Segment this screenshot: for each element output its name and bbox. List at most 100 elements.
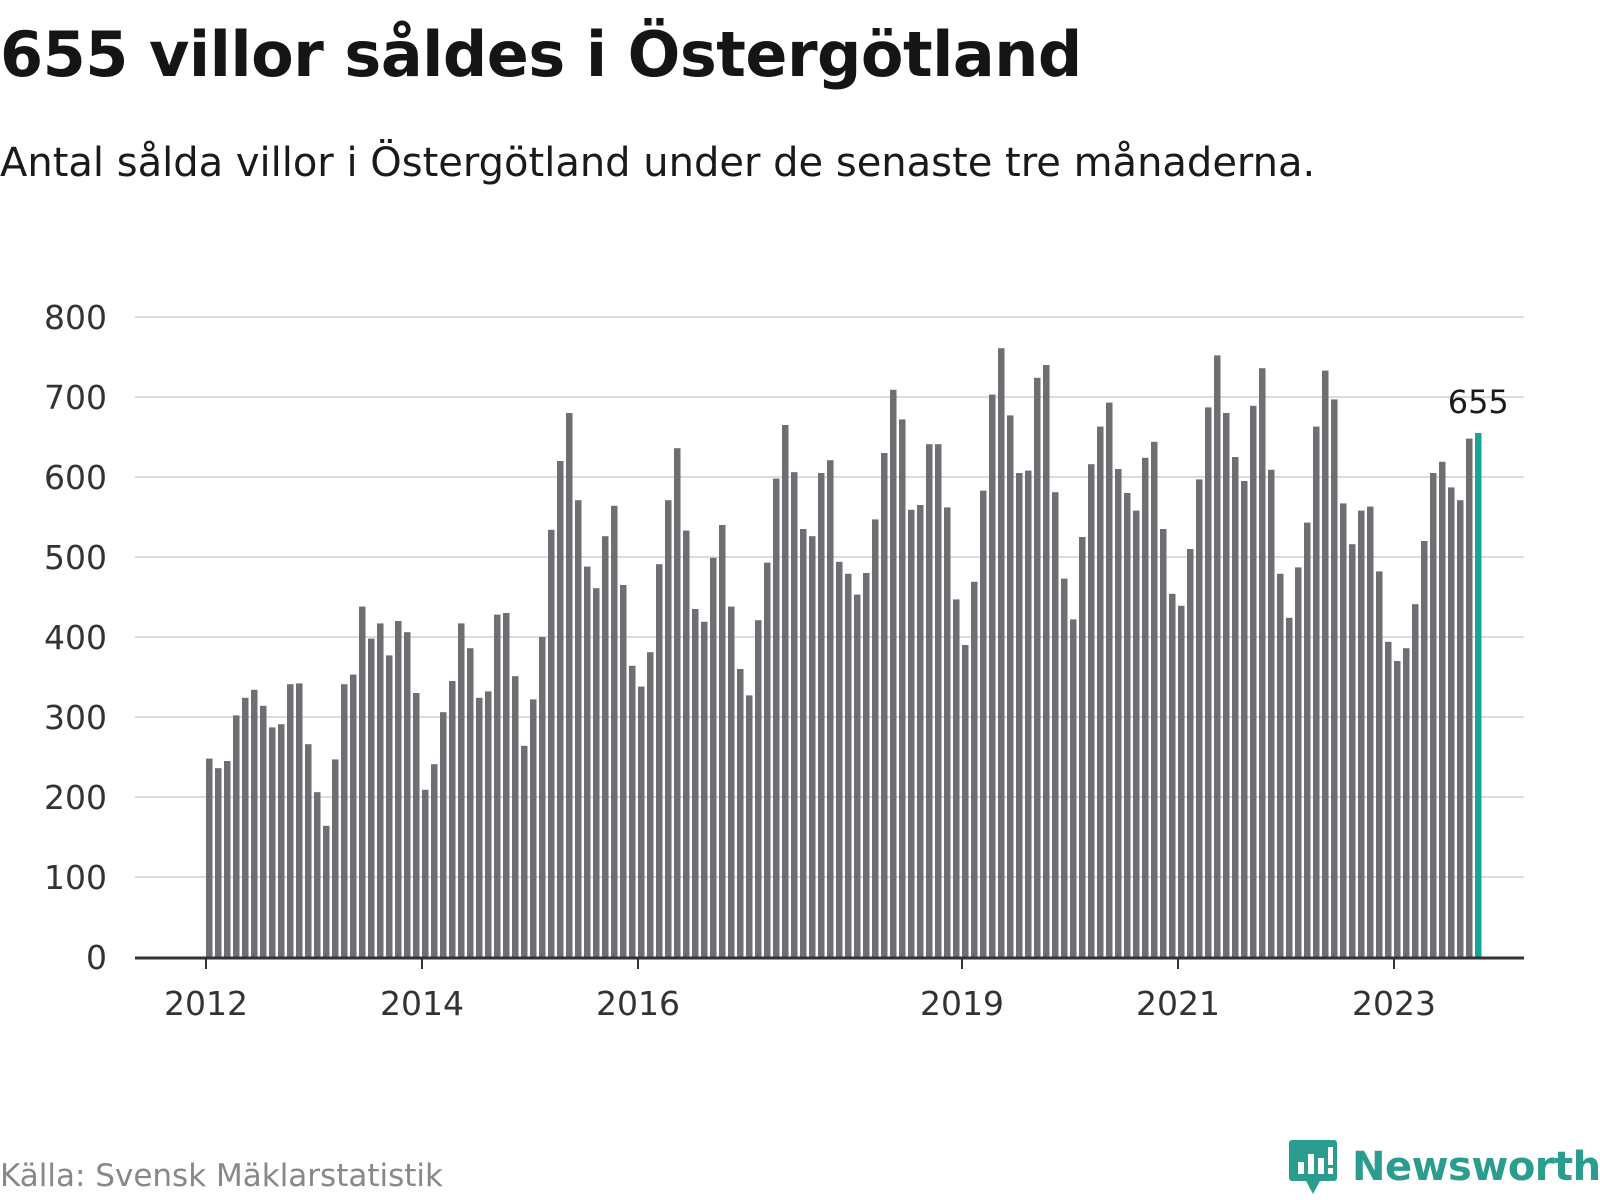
- bar: [1070, 619, 1077, 957]
- bar: [737, 669, 744, 957]
- y-tick-label: 700: [44, 378, 107, 417]
- bar: [1439, 461, 1446, 957]
- brand-name: Newsworthy: [1352, 1144, 1600, 1190]
- bar: [224, 761, 231, 957]
- bar: [791, 472, 798, 957]
- x-tick-label: 2021: [1136, 984, 1220, 1023]
- bar: [323, 825, 330, 957]
- bar: [1403, 648, 1410, 957]
- bar: [413, 693, 420, 957]
- bar: [872, 519, 879, 957]
- bar: [827, 460, 834, 957]
- x-tick-label: 2019: [920, 984, 1004, 1023]
- bar: [305, 744, 312, 957]
- bar: [566, 413, 573, 957]
- bar: [710, 557, 717, 957]
- bar: [467, 648, 474, 957]
- bar: [755, 620, 762, 957]
- bar: [1349, 544, 1356, 957]
- bar: [1313, 426, 1320, 958]
- bar: [233, 715, 240, 957]
- bar: [350, 674, 357, 957]
- bar: [260, 705, 267, 957]
- chart-subtitle: Antal sålda villor i Östergötland under …: [0, 140, 1316, 186]
- bar: [800, 529, 807, 957]
- bar: [890, 389, 897, 957]
- bar: [377, 623, 384, 957]
- bar: [1412, 604, 1419, 957]
- bar: [1241, 481, 1248, 957]
- bar: [476, 697, 483, 957]
- brand-logo: Newsworthy: [1288, 1138, 1600, 1196]
- bar: [863, 573, 870, 957]
- bar: [512, 676, 519, 957]
- source-note: Källa: Svensk Mäklarstatistik: [0, 1158, 443, 1194]
- bar: [1295, 567, 1302, 957]
- bar: [998, 348, 1005, 957]
- bar: [953, 599, 960, 957]
- bar: [980, 490, 987, 957]
- x-tick-label: 2012: [164, 984, 248, 1023]
- bar: [647, 652, 654, 957]
- bar: [935, 444, 942, 957]
- bar: [485, 691, 492, 957]
- bars: [206, 348, 1482, 958]
- bar: [1277, 573, 1284, 957]
- bar: [1097, 426, 1104, 958]
- y-tick-label: 200: [44, 778, 107, 817]
- bar: [908, 509, 915, 957]
- y-tick-label: 300: [44, 698, 107, 737]
- bar: [1088, 464, 1095, 957]
- bar: [1178, 605, 1185, 957]
- bar: [1304, 522, 1311, 957]
- bar: [728, 606, 735, 957]
- y-tick-label: 400: [44, 618, 107, 657]
- bar: [503, 613, 510, 957]
- bar: [404, 632, 411, 957]
- bar: [1169, 593, 1176, 957]
- bar: [836, 561, 843, 957]
- bar: [1007, 415, 1014, 957]
- x-tick-label: 2023: [1352, 984, 1436, 1023]
- bar: [845, 573, 852, 957]
- bar: [773, 478, 780, 957]
- bar: [368, 638, 375, 957]
- bar: [1115, 469, 1122, 957]
- bar: [1052, 492, 1059, 957]
- bar: [665, 500, 672, 957]
- bar: [683, 530, 690, 957]
- bar: [1043, 365, 1050, 957]
- bar: [1358, 510, 1365, 957]
- bar: [206, 758, 213, 957]
- bar: [242, 697, 249, 957]
- bar: [602, 536, 609, 957]
- bar: [692, 609, 699, 957]
- bar: [287, 684, 294, 957]
- bar: [1250, 405, 1257, 957]
- bar: [1160, 529, 1167, 957]
- bar: [674, 448, 681, 957]
- bar: [575, 500, 582, 957]
- bar: [809, 536, 816, 957]
- bar-highlighted: [1475, 433, 1482, 957]
- bar: [746, 695, 753, 957]
- bar: [818, 473, 825, 957]
- bar: [917, 505, 924, 957]
- x-tick-label: 2014: [380, 984, 464, 1023]
- bar: [1061, 578, 1068, 957]
- bar: [881, 453, 888, 957]
- bar: [440, 712, 447, 957]
- bar: [638, 686, 645, 957]
- bar: [1214, 355, 1221, 957]
- bar: [269, 727, 276, 957]
- y-tick-label: 600: [44, 458, 107, 497]
- bar: [989, 394, 996, 958]
- bar: [1448, 487, 1455, 957]
- bar: [584, 566, 591, 957]
- bar: [1223, 413, 1230, 957]
- newsworthy-logo-icon: [1289, 1140, 1337, 1194]
- bar: [215, 768, 222, 957]
- bar: [971, 581, 978, 957]
- x-tick-label: 2016: [596, 984, 680, 1023]
- bar: [1259, 368, 1266, 957]
